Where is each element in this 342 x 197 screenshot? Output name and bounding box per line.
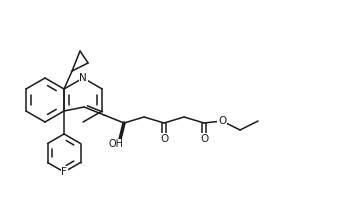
Text: O: O <box>200 134 208 144</box>
Text: O: O <box>160 134 168 144</box>
Text: N: N <box>79 73 87 83</box>
Text: F: F <box>61 167 67 177</box>
Text: O: O <box>218 116 226 126</box>
Text: OH: OH <box>108 139 123 149</box>
